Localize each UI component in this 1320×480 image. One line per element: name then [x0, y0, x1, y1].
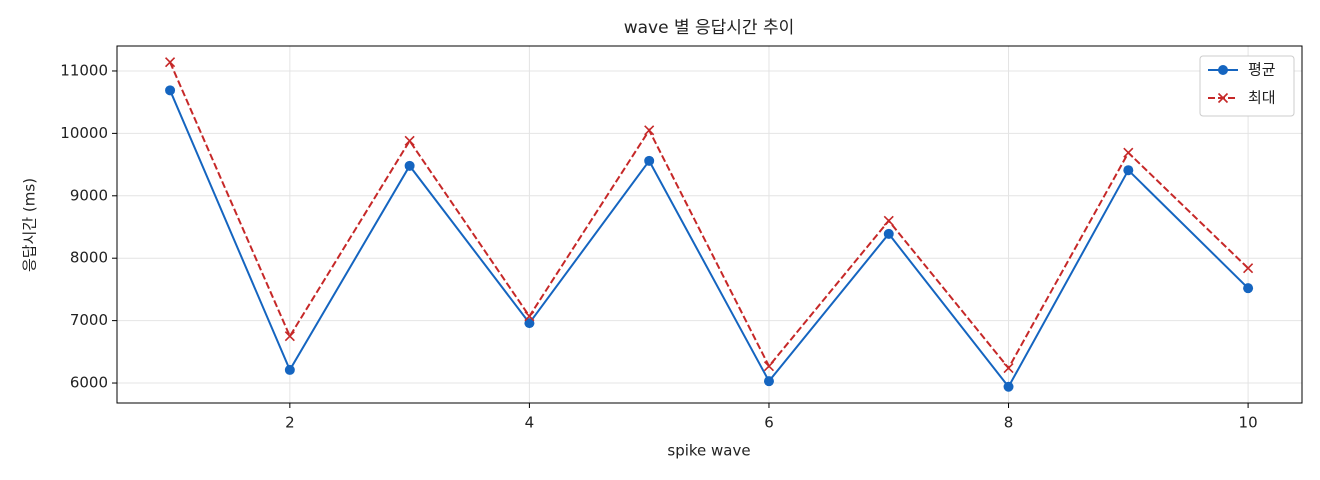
- series-line: [169, 89, 1249, 389]
- data-point: [883, 215, 894, 226]
- data-point: [1003, 362, 1014, 374]
- legend-label: 평균: [1248, 61, 1276, 79]
- data-point: [1243, 283, 1254, 294]
- x-tick-label: 8: [1004, 414, 1014, 432]
- data-point: [524, 311, 535, 322]
- data-point: [164, 57, 176, 68]
- data-point: [1243, 263, 1254, 274]
- y-axis-label: 응답시간 (ms): [21, 178, 39, 272]
- x-tick-label: 2: [285, 414, 295, 432]
- y-tick-label: 11000: [60, 61, 108, 79]
- x-axis-label: spike wave: [667, 442, 750, 460]
- y-tick-label: 8000: [70, 249, 108, 267]
- y-tick-label: 6000: [70, 374, 108, 392]
- data-point: [1003, 381, 1014, 392]
- data-point: [763, 361, 775, 372]
- legend-box: [1199, 55, 1295, 117]
- chart-title: wave 별 응답시간 추이: [624, 18, 795, 38]
- data-point: [284, 331, 295, 342]
- data-point: [524, 318, 535, 329]
- data-point: [644, 125, 655, 136]
- data-point: [1123, 165, 1134, 176]
- data-point: [284, 364, 295, 375]
- x-tick-label: 6: [764, 414, 774, 432]
- data-point: [763, 376, 774, 387]
- plot-frame: [116, 45, 1303, 404]
- y-tick-label: 9000: [70, 186, 108, 204]
- data-point: [883, 228, 894, 239]
- data-point: [404, 160, 415, 171]
- data-point: [644, 155, 655, 166]
- data-point: [404, 135, 415, 146]
- x-tick-label: 4: [525, 414, 535, 432]
- y-tick-label: 7000: [70, 311, 108, 329]
- legend-label: 최대: [1248, 89, 1276, 107]
- x-tick-label: 10: [1239, 414, 1258, 432]
- data-point: [165, 85, 176, 96]
- data-point: [1123, 147, 1134, 158]
- legend-marker: [1218, 65, 1228, 75]
- series-line: [169, 61, 1249, 370]
- legend-marker: [1217, 92, 1229, 104]
- y-tick-label: 10000: [60, 124, 108, 142]
